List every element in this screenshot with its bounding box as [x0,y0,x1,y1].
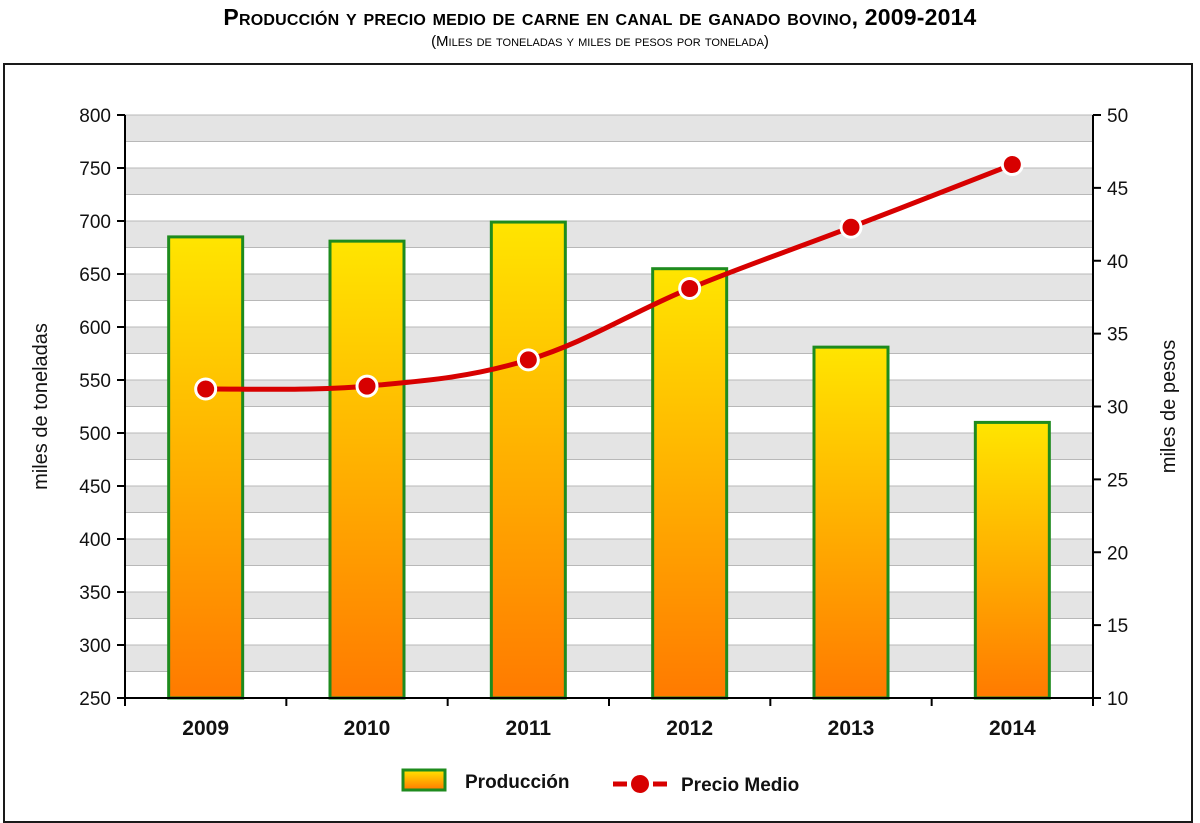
right-axis-title: miles de pesos [1158,340,1180,473]
x-category-label: 2010 [344,717,391,740]
left-tick-label: 700 [79,212,111,233]
bar-2013 [812,345,890,700]
left-tick-label: 450 [79,477,111,498]
left-tick-label: 250 [79,689,111,710]
grid-band [125,486,1093,513]
grid-band [125,433,1093,460]
right-tick-label: 20 [1107,543,1128,564]
left-tick-label: 500 [79,424,111,445]
x-category-label: 2014 [989,717,1036,740]
bar-2011 [489,220,567,700]
price-point-2012 [678,276,702,300]
legend-swatch-precio-marker [629,773,651,795]
chart-subtitle: (Miles de toneladas y miles de pesos por… [431,33,769,50]
left-tick-label: 550 [79,371,111,392]
right-tick-label: 10 [1107,689,1128,710]
right-tick-label: 30 [1107,398,1128,419]
x-category-label: 2012 [666,717,713,740]
x-category-label: 2013 [828,717,875,740]
bar-2014 [973,420,1051,700]
x-category-label: 2011 [506,717,552,740]
left-tick-label: 650 [79,265,111,286]
right-tick-label: 35 [1107,325,1128,346]
chart-svg: 250 300 350 400 450 500 550 600 650 700 750 800 10 15… [30,106,1180,796]
price-point-2009 [194,377,218,401]
left-tick-label: 750 [79,159,111,180]
grid-band [125,221,1093,248]
grid-band [125,645,1093,672]
legend: Producción Precio Medio [401,768,799,796]
chart-title: Producción y precio medio de carne en ca… [223,4,977,30]
right-tick-label: 40 [1107,252,1128,273]
left-tick-label: 350 [79,583,111,604]
legend-label-produccion: Producción [465,772,570,793]
legend-label-precio: Precio Medio [681,775,799,796]
chart-frame: 250 300 350 400 450 500 550 600 650 700 750 800 10 15… [3,63,1193,823]
bar-2012 [651,267,729,700]
grid-band [125,380,1093,407]
left-axis-title: miles de toneladas [30,323,52,490]
price-line-path [205,162,1014,392]
price-line [194,153,1024,401]
grid-band [125,592,1093,619]
price-point-2014 [1000,153,1024,177]
price-point-2013 [839,215,863,239]
axes [117,114,1101,706]
grid-band [125,168,1093,195]
left-tick-label: 300 [79,636,111,657]
labels: 250 300 350 400 450 500 550 600 650 700 750 800 10 15… [30,106,1180,740]
price-point-2011 [516,348,540,372]
grid-band [125,539,1093,566]
left-tick-label: 600 [79,318,111,339]
bar-2009 [167,235,245,700]
left-tick-label: 800 [79,106,111,127]
grid-band [125,115,1093,142]
left-tick-label: 400 [79,530,111,551]
right-tick-label: 15 [1107,616,1128,637]
grid-band [125,274,1093,301]
bar-2010 [328,239,406,700]
right-tick-label: 45 [1107,179,1128,200]
legend-swatch-produccion [401,768,447,792]
price-point-2010 [355,374,379,398]
title-block: Producción y precio medio de carne en ca… [0,4,1200,50]
right-tick-label: 50 [1107,106,1128,127]
grid [125,114,1093,699]
right-tick-label: 25 [1107,470,1128,491]
x-category-label: 2009 [182,717,229,740]
grid-band [125,327,1093,354]
